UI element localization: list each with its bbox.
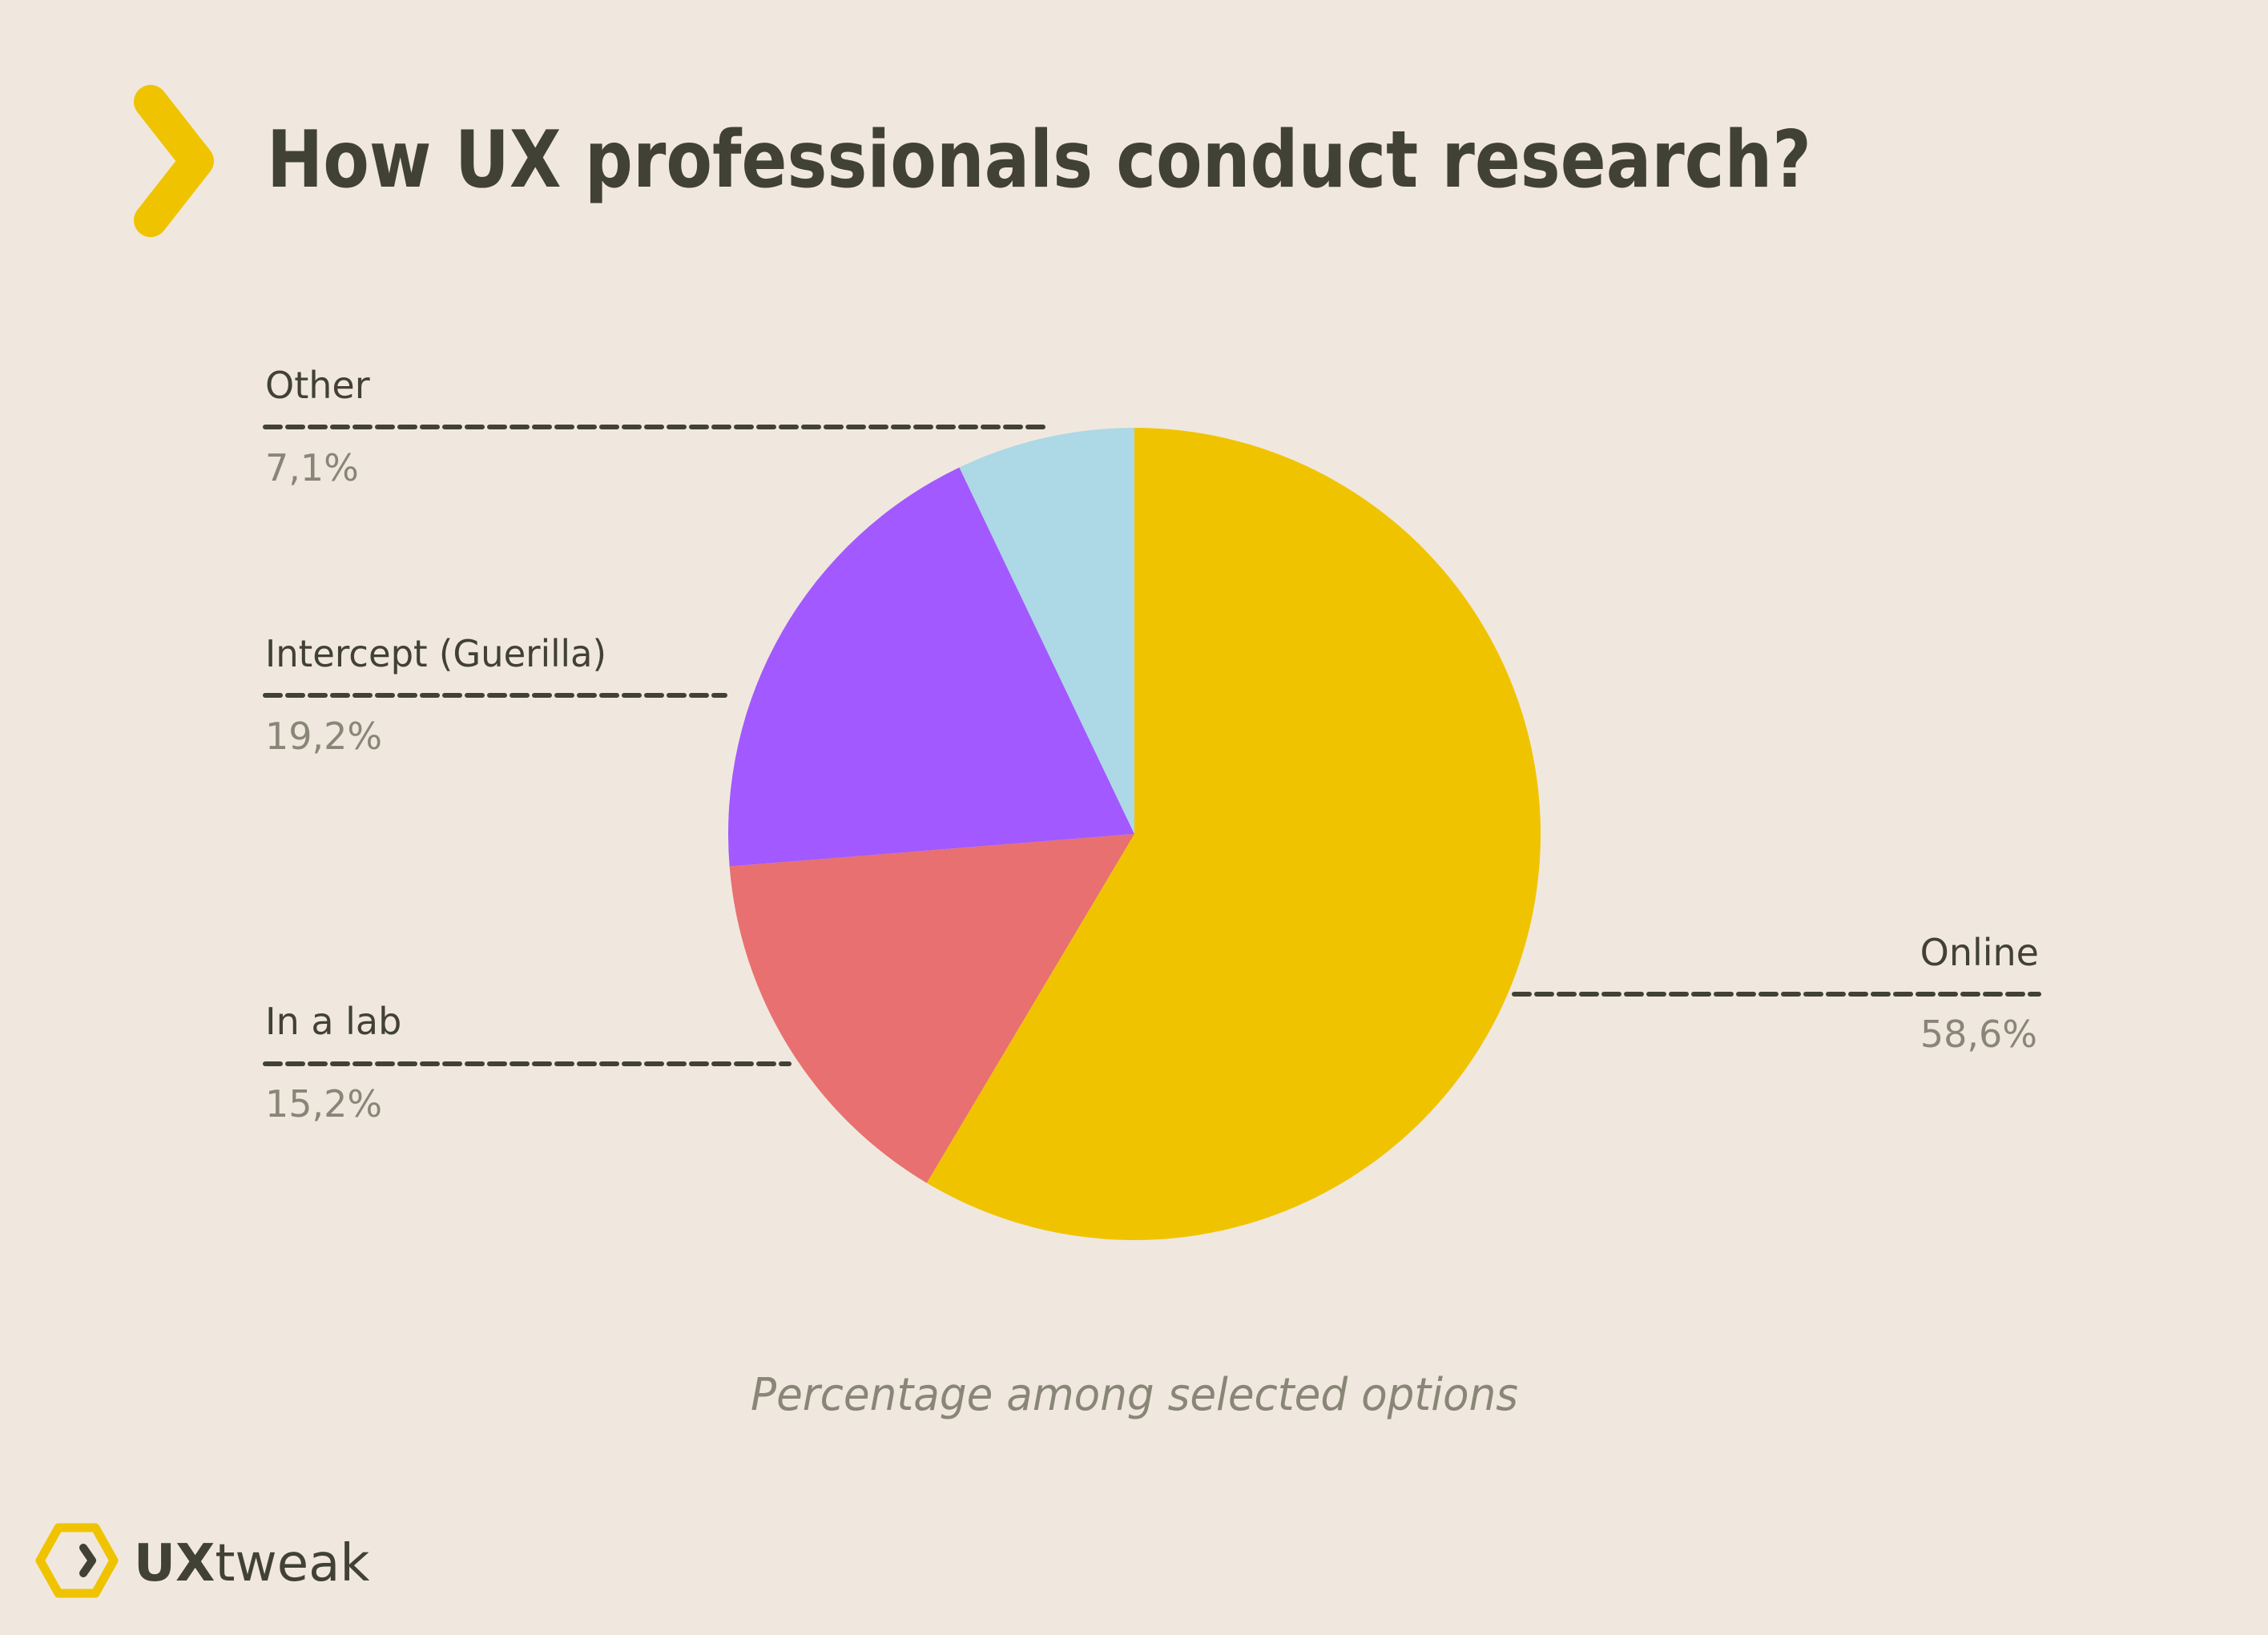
pie-slice-online [926, 428, 1541, 1240]
label-other: Other 7,1% [263, 364, 1046, 489]
label-lab: In a lab 15,2% [263, 1000, 792, 1126]
label-online-name: Online [1920, 931, 2039, 974]
hexagon-chevron-icon [35, 1523, 119, 1598]
label-other-name: Other [265, 364, 370, 407]
page-title: How UX professionals conduct research? [267, 115, 1811, 206]
chart-caption: Percentage among selected options [751, 1369, 1518, 1421]
label-intercept-value: 19,2% [265, 715, 382, 758]
pie-slice-in-a-lab [729, 834, 1134, 1183]
pie-slice-other [959, 428, 1134, 834]
logo-ux: UX [134, 1534, 215, 1593]
logo: UXtweak [35, 1523, 369, 1598]
label-online-value: 58,6% [1920, 1013, 2037, 1056]
logo-tweak: tweak [215, 1534, 369, 1593]
label-lab-value: 15,2% [265, 1082, 382, 1126]
label-intercept-name: Intercept (Guerilla) [265, 632, 606, 675]
label-other-value: 7,1% [265, 446, 359, 489]
label-online: Online 58,6% [1512, 931, 2041, 1056]
chevron-right-icon [134, 85, 214, 237]
pie-slice-intercept-guerilla [727, 467, 1134, 867]
label-lab-name: In a lab [265, 1000, 401, 1043]
logo-wordmark: UXtweak [134, 1534, 369, 1593]
label-intercept: Intercept (Guerilla) 19,2% [263, 632, 727, 758]
pie-chart [727, 428, 1541, 1240]
